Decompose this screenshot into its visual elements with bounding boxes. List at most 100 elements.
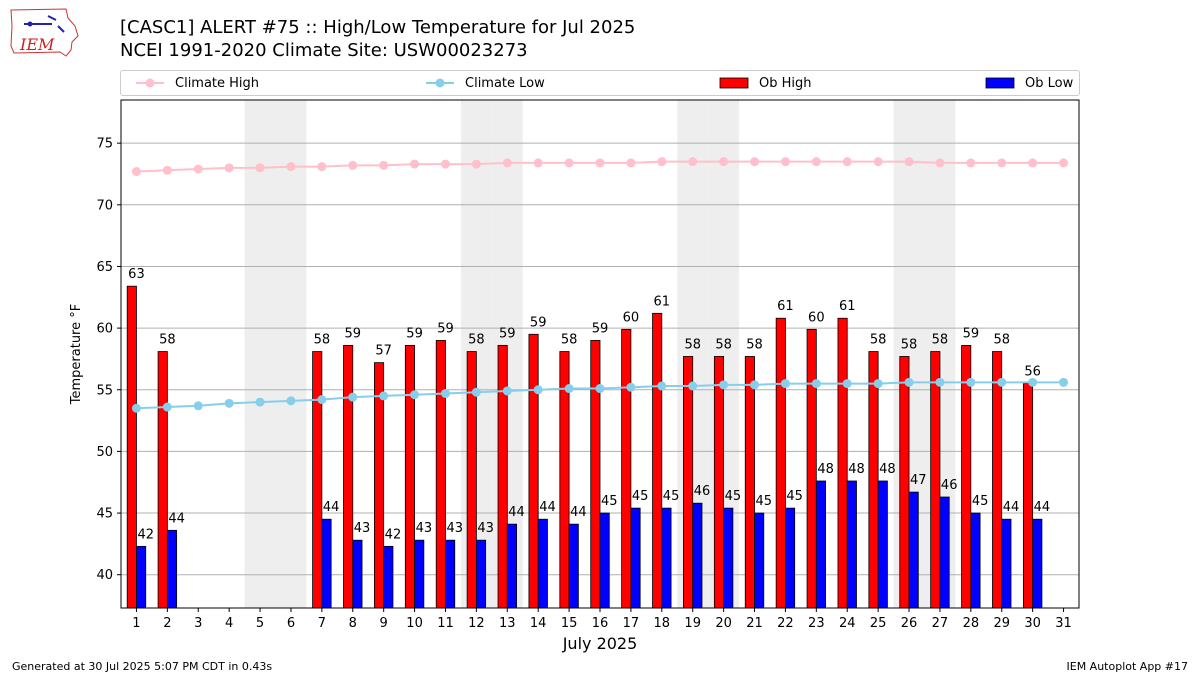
ob-high-label: 58 [684,337,701,352]
ob-low-bar [908,491,919,609]
ob-high-label: 59 [499,326,516,341]
climate-high-point [719,157,729,167]
climate-high-point [1059,158,1069,168]
ob-high-bar [837,317,848,609]
ob-low-label: 44 [1034,500,1051,515]
ob-high-label: 59 [345,326,362,341]
y-axis-label: Temperature °F [69,304,84,405]
climate-low-point [966,377,976,387]
legend: Climate High Climate Low Ob High Ob Low [120,70,1080,96]
ob-high-label: 58 [561,333,578,348]
ob-low-label: 44 [1003,500,1020,515]
ob-high-bar [404,344,415,609]
ob-low-label: 46 [941,478,958,493]
x-tick-label: 9 [380,616,388,631]
legend-bar-swatch [719,77,749,89]
ob-high-bar [590,340,601,609]
ob-high-label: 60 [623,310,640,325]
legend-label: Ob Low [1025,75,1074,91]
climate-low-point [719,380,729,390]
climate-low-point [873,379,883,389]
ob-high-label: 58 [901,337,918,352]
climate-high-point [626,158,636,168]
ob-low-bar [1001,518,1012,609]
ob-low-bar [754,512,765,609]
ob-high-bar [899,356,910,609]
x-tick-label: 5 [256,616,264,631]
weekend-band [244,100,276,608]
ob-low-bar [568,523,579,609]
climate-high-point [502,158,512,168]
climate-high-point [224,163,234,173]
x-tick-label: 10 [406,616,423,631]
chart-title: [CASC1] ALERT #75 :: High/Low Temperatur… [120,17,636,38]
ob-high-bar [435,340,446,609]
x-tick-label: 22 [777,616,794,631]
x-tick-label: 17 [623,616,640,631]
climate-low-point [935,377,945,387]
ob-low-label: 48 [848,462,865,477]
ob-low-bar [815,480,826,609]
ob-low-bar [630,507,641,609]
x-axis-label: July 2025 [562,634,638,653]
ob-low-label: 43 [477,521,494,536]
climate-high-point [1028,158,1038,168]
ob-low-bar [321,518,332,609]
climate-high-point [750,157,760,167]
ob-low-bar [383,545,394,609]
ob-high-bar [713,356,725,609]
climate-low-point [224,398,234,408]
ob-high-label: 61 [777,299,794,314]
climate-low-point [348,392,358,402]
ob-low-label: 45 [786,489,803,504]
y-tick-label: 55 [96,383,113,398]
x-tick-label: 19 [684,616,701,631]
ob-high-label: 58 [870,333,887,348]
legend-label: Ob High [759,75,812,91]
ob-high-bar [528,333,539,609]
ob-high-label: 58 [314,333,331,348]
ob-low-bar [475,539,487,609]
weekend-band [275,100,307,608]
ob-low-label: 45 [601,494,618,509]
plot-frame [120,99,1080,609]
x-tick-label: 21 [746,616,763,631]
climate-high-point [564,158,574,168]
x-tick-label: 8 [349,616,357,631]
climate-low-point [657,381,667,391]
x-tick-label: 20 [715,616,732,631]
ob-high-bar [775,317,786,609]
climate-high-point [317,162,327,172]
ob-high-bar [1022,383,1034,609]
climate-high-point [348,160,358,170]
climate-low-point [410,390,420,400]
x-tick-label: 11 [437,616,454,631]
ob-low-label: 42 [385,527,402,542]
climate-low-point [471,387,481,397]
ob-low-label: 45 [632,489,649,504]
climate-low-point [440,388,450,398]
legend-item: Ob High [719,74,812,92]
climate-high-point [966,158,976,168]
ob-low-bar [166,529,178,609]
ob-low-label: 43 [354,521,371,536]
x-tick-label: 30 [1024,616,1041,631]
ob-low-label: 42 [137,527,154,542]
climate-high-point [286,162,296,172]
climate-high-point [533,158,543,168]
ob-low-label: 45 [756,494,773,509]
ob-low-label: 47 [910,473,927,488]
ob-low-label: 46 [694,484,711,499]
ob-high-label: 61 [839,299,856,314]
climate-high-point [811,157,821,167]
x-tick-label: 12 [468,616,485,631]
ob-low-bar [723,507,734,609]
ob-low-label: 48 [879,462,896,477]
ob-high-label: 59 [963,326,980,341]
ob-low-label: 45 [972,494,989,509]
ob-low-bar [136,545,147,609]
ob-high-label: 61 [654,294,671,309]
ob-high-bar [343,344,354,609]
ob-low-bar [506,523,517,609]
